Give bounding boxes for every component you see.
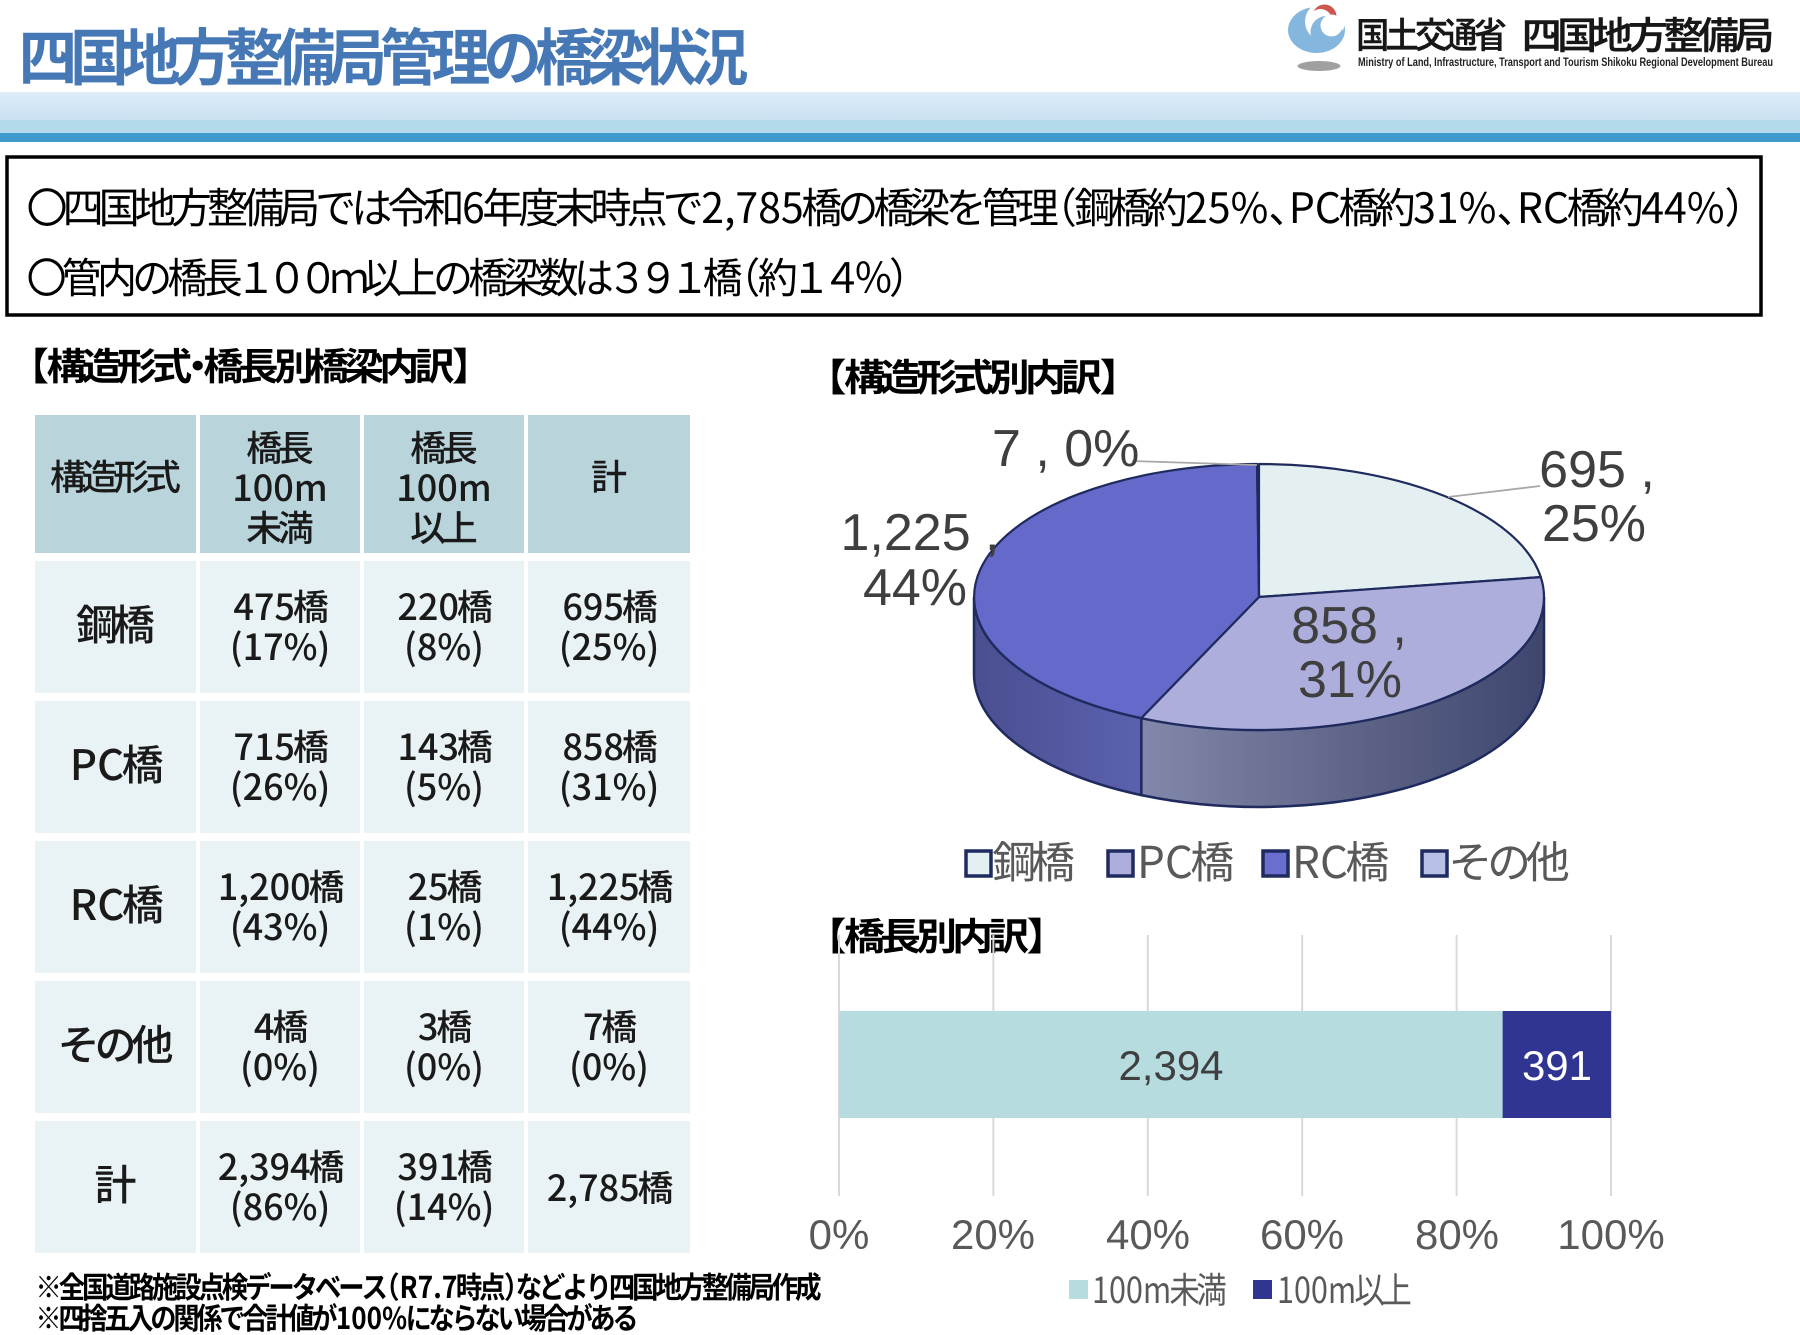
svg-text:80%: 80% bbox=[1415, 1211, 1499, 1258]
svg-text:40%: 40% bbox=[1106, 1211, 1190, 1258]
svg-text:100%: 100% bbox=[1557, 1211, 1664, 1258]
svg-text:2,394: 2,394 bbox=[1118, 1042, 1223, 1089]
svg-text:391: 391 bbox=[1522, 1042, 1592, 1089]
svg-text:20%: 20% bbox=[951, 1211, 1035, 1258]
svg-text:858 ,: 858 , bbox=[1291, 597, 1407, 655]
svg-text:695 ,: 695 , bbox=[1539, 441, 1655, 499]
svg-text:25%: 25% bbox=[1542, 495, 1646, 553]
svg-text:44%: 44% bbox=[863, 559, 967, 617]
svg-text:0%: 0% bbox=[809, 1211, 870, 1258]
svg-text:60%: 60% bbox=[1260, 1211, 1344, 1258]
svg-text:Ministry of Land, Infrastructu: Ministry of Land, Infrastructure, Transp… bbox=[1358, 55, 1773, 69]
svg-text:7 , 0%: 7 , 0% bbox=[992, 420, 1139, 478]
svg-text:1,225 ,: 1,225 , bbox=[840, 504, 999, 562]
svg-text:31%: 31% bbox=[1298, 651, 1402, 709]
